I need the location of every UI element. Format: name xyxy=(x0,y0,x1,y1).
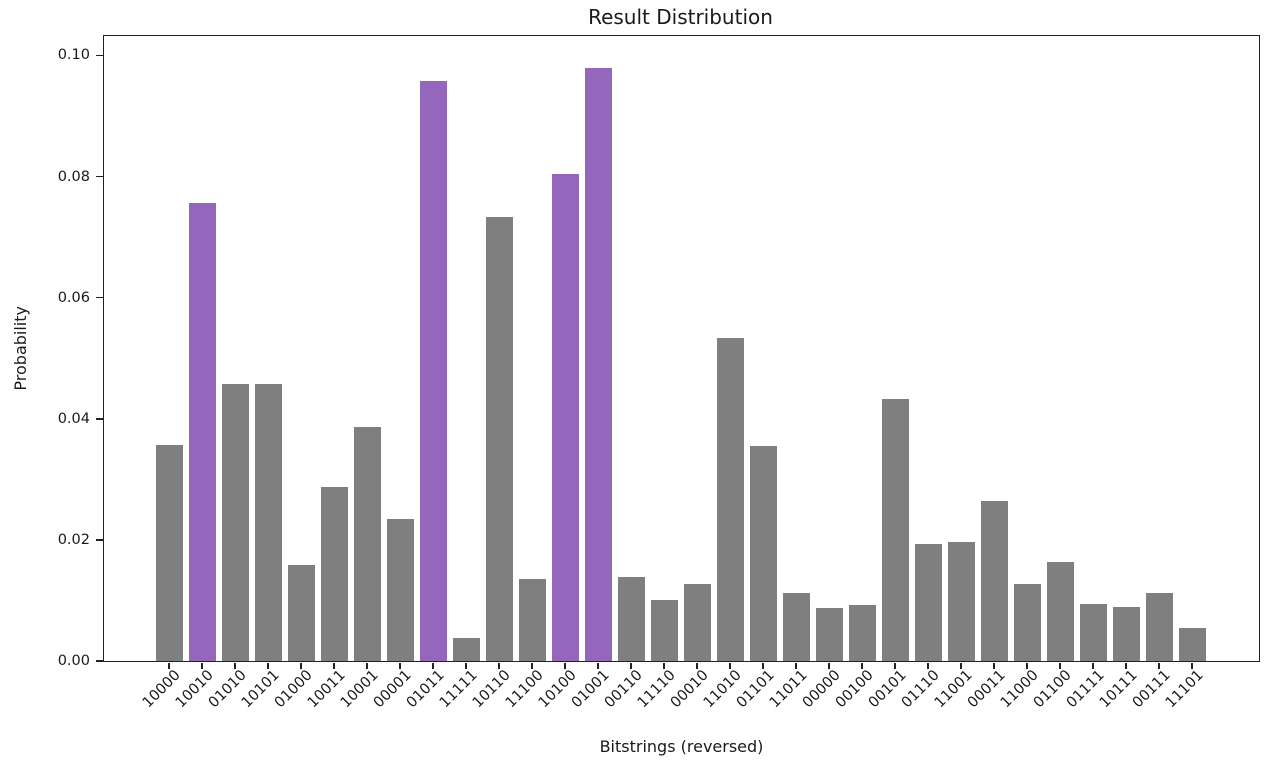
bar-11100 xyxy=(518,578,546,661)
y-tick-mark xyxy=(95,54,103,57)
bar-00110 xyxy=(617,576,645,661)
bar-11001 xyxy=(947,541,975,661)
x-tick-mark xyxy=(531,662,533,669)
y-tick-label: 0.00 xyxy=(57,653,90,669)
x-axis-label: Bitstrings (reversed) xyxy=(599,737,764,756)
x-tick-mark xyxy=(1125,662,1127,669)
x-tick-mark xyxy=(762,662,764,669)
x-tick-mark xyxy=(663,662,665,669)
y-tick-label: 0.04 xyxy=(57,410,90,427)
x-tick-mark xyxy=(960,662,962,669)
y-tick-mark xyxy=(95,296,103,299)
bar-11000 xyxy=(1013,584,1041,661)
y-tick-label: 0.02 xyxy=(57,531,90,548)
x-tick-mark xyxy=(993,662,995,669)
bar-11010 xyxy=(716,337,744,661)
bar-00100 xyxy=(848,604,876,661)
bar-10100 xyxy=(551,174,579,661)
bar-11111 xyxy=(452,638,480,661)
bar-01001 xyxy=(584,67,612,661)
bar-00101 xyxy=(881,398,909,661)
bar-11101 xyxy=(1178,628,1206,661)
bar-10110 xyxy=(485,216,513,661)
bar-00111 xyxy=(1145,593,1173,661)
bar-01101 xyxy=(749,446,777,661)
bar-01000 xyxy=(287,565,315,661)
x-tick-mark xyxy=(861,662,863,669)
bar-10001 xyxy=(353,427,381,661)
bar-00000 xyxy=(815,607,843,661)
bar-00001 xyxy=(386,519,414,661)
x-tick-mark xyxy=(1191,662,1193,669)
x-tick-mark xyxy=(696,662,698,669)
y-tick-label: 0.10 xyxy=(57,47,90,64)
bar-10011 xyxy=(320,486,348,661)
bar-01011 xyxy=(419,80,447,661)
x-tick-mark xyxy=(795,662,797,669)
x-tick-mark xyxy=(399,662,401,669)
bar-11110 xyxy=(650,599,678,661)
y-tick-mark xyxy=(95,660,103,662)
y-tick-label: 0.08 xyxy=(57,168,90,185)
y-tick-mark xyxy=(95,539,103,541)
x-tick-mark xyxy=(201,662,203,669)
x-tick-mark xyxy=(1092,662,1094,669)
x-tick-mark xyxy=(894,662,896,669)
bar-01010 xyxy=(221,383,249,661)
bar-01111 xyxy=(1079,604,1107,661)
x-tick-mark xyxy=(729,662,731,669)
x-tick-mark xyxy=(828,662,830,669)
x-tick-mark xyxy=(300,662,302,669)
x-tick-mark xyxy=(465,662,467,669)
x-tick-mark xyxy=(630,662,632,669)
y-axis-label: Probability xyxy=(8,36,32,661)
x-tick-mark xyxy=(564,662,566,669)
x-tick-mark xyxy=(927,662,929,669)
x-tick-mark xyxy=(267,662,269,669)
y-tick-mark xyxy=(95,418,103,420)
bar-10010 xyxy=(188,203,216,661)
x-tick-mark xyxy=(1059,662,1061,669)
x-tick-mark xyxy=(597,662,599,669)
x-tick-mark xyxy=(498,662,500,669)
bar-11011 xyxy=(782,592,810,661)
y-tick-label: 0.06 xyxy=(57,289,90,306)
x-tick-mark xyxy=(234,662,236,669)
x-tick-mark xyxy=(1158,662,1160,669)
y-tick-mark xyxy=(95,175,103,178)
bar-01110 xyxy=(914,543,942,661)
x-tick-mark xyxy=(366,662,368,669)
bar-10000 xyxy=(155,445,183,661)
bar-01100 xyxy=(1046,562,1074,661)
bar-00010 xyxy=(683,584,711,661)
bar-00011 xyxy=(980,500,1008,661)
bar-10101 xyxy=(254,383,282,661)
x-tick-mark xyxy=(333,662,335,669)
chart-title: Result Distribution xyxy=(588,5,773,29)
bar-10111 xyxy=(1112,606,1140,661)
x-tick-mark xyxy=(168,662,170,669)
plot-area: Probability Bitstrings (reversed) 10000 1… xyxy=(11,35,1260,756)
y-axis-label-text: Probability xyxy=(10,306,30,391)
x-tick-mark xyxy=(432,662,434,669)
x-tick-mark xyxy=(1026,662,1028,669)
